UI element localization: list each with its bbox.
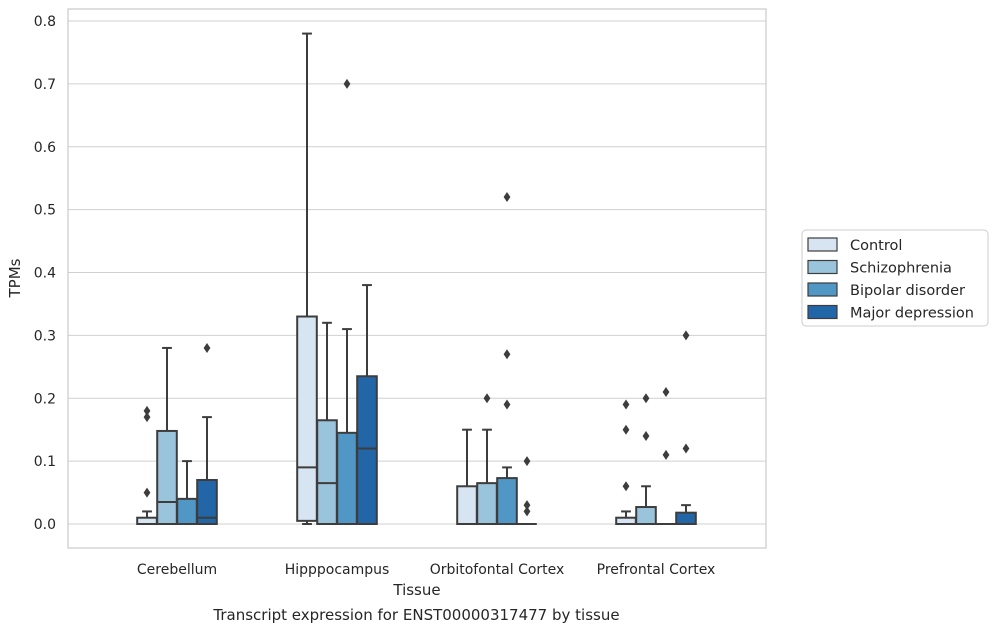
- box-body: [456, 485, 478, 525]
- box-bipolar-disorder-0: [176, 460, 198, 526]
- y-axis-label: TPMs: [6, 258, 24, 298]
- legend-box: [801, 229, 989, 327]
- box-schizophrenia-0: [156, 346, 178, 526]
- box-body: [196, 478, 218, 525]
- outlier-point: [682, 330, 690, 341]
- y-tick-label: 0.7: [34, 77, 56, 93]
- outlier-point: [682, 443, 690, 454]
- y-tick-label: 0.1: [34, 454, 56, 470]
- box-major-depression-3: [675, 330, 697, 525]
- x-tick-label: Hipppocampus: [285, 562, 390, 578]
- box-plot-marks: [136, 32, 697, 526]
- outlier-point: [523, 456, 531, 467]
- y-tick-label: 0.0: [34, 517, 56, 533]
- box-body: [336, 431, 358, 525]
- legend-swatch: [807, 282, 838, 297]
- box-bipolar-disorder-2: [496, 192, 518, 526]
- box-bipolar-disorder-3: [656, 386, 676, 525]
- legend-label: Bipolar disorder: [850, 283, 965, 299]
- box-major-depression-2: [517, 456, 537, 525]
- box-body: [496, 477, 518, 526]
- box-schizophrenia-3: [635, 393, 657, 525]
- legend: Control Schizophrenia Bipolar disorder Majo…: [801, 229, 989, 327]
- box-body: [476, 482, 498, 526]
- box-control-1: [296, 32, 318, 525]
- y-tick-label: 0.3: [34, 328, 56, 344]
- figure-caption: Transcript expression for ENST0000031747…: [213, 606, 620, 624]
- outlier-point: [622, 399, 630, 410]
- outlier-point: [642, 393, 650, 404]
- outlier-point: [503, 399, 511, 410]
- y-tick-label: 0.8: [34, 14, 56, 30]
- outlier-point: [143, 412, 151, 423]
- box-body: [356, 375, 378, 525]
- outlier-point: [203, 342, 211, 353]
- x-tick-label: Cerebellum: [137, 562, 217, 578]
- plot-area-frame: [67, 8, 767, 549]
- box-body: [635, 506, 657, 525]
- outlier-point: [662, 386, 670, 397]
- x-axis-label: Tissue: [392, 581, 440, 599]
- legend-label: Control: [850, 238, 902, 254]
- box-control-0: [136, 405, 158, 526]
- outlier-point: [642, 430, 650, 441]
- box-schizophrenia-1: [316, 321, 338, 526]
- box-body: [316, 419, 338, 526]
- outlier-point: [523, 500, 531, 511]
- outlier-point: [143, 405, 151, 416]
- outlier-point: [622, 481, 630, 492]
- box-body: [675, 511, 697, 525]
- y-tick-label: 0.4: [34, 266, 56, 282]
- box-control-2: [456, 428, 478, 525]
- box-body: [176, 497, 198, 526]
- legend-swatch: [807, 304, 838, 320]
- outlier-point: [483, 393, 491, 404]
- x-axis-ticks: Cerebellum Hipppocampus Orbitofontal Corte…: [137, 562, 715, 578]
- box-major-depression-1: [356, 284, 378, 525]
- box-major-depression-0: [196, 342, 218, 525]
- outlier-point: [503, 192, 511, 203]
- outlier-point: [143, 487, 151, 498]
- x-tick-label: Orbitofontal Cortex: [430, 562, 565, 578]
- outlier-point: [343, 78, 351, 89]
- outlier-point: [503, 349, 511, 360]
- y-tick-label: 0.5: [34, 203, 56, 219]
- box-body: [156, 429, 178, 526]
- legend-swatch: [807, 259, 838, 275]
- outlier-point: [523, 506, 531, 517]
- box-control-3: [615, 399, 637, 526]
- legend-swatch: [807, 237, 838, 252]
- outlier-point: [662, 449, 670, 460]
- box-schizophrenia-2: [476, 393, 498, 526]
- y-tick-label: 0.6: [34, 140, 56, 156]
- legend-label: Major depression: [850, 306, 974, 322]
- box-bipolar-disorder-1: [336, 78, 358, 525]
- legend-label: Schizophrenia: [850, 261, 952, 277]
- outlier-point: [622, 424, 630, 435]
- box-body: [296, 315, 318, 522]
- x-tick-label: Prefrontal Cortex: [597, 562, 716, 578]
- y-tick-label: 0.2: [34, 391, 56, 407]
- y-axis-ticks: 0.0 0.1 0.2 0.3 0.4 0.5 0.6 0.7 0.8: [34, 14, 56, 533]
